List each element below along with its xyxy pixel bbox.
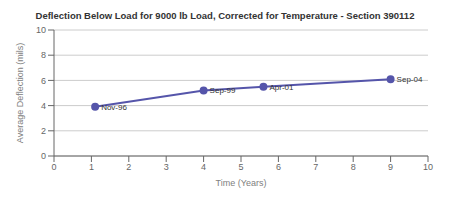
svg-text:0: 0 [51, 162, 56, 172]
svg-text:Apr-01: Apr-01 [269, 83, 294, 92]
svg-text:10: 10 [423, 162, 433, 172]
svg-text:6: 6 [41, 76, 46, 86]
html-text:Deflection Below Load for 9000: Deflection Below Load for 9000 lb Load, … [35, 10, 415, 21]
svg-text:7: 7 [313, 162, 318, 172]
svg-text:4: 4 [41, 101, 46, 111]
svg-text:10: 10 [36, 25, 46, 35]
svg-text:8: 8 [351, 162, 356, 172]
svg-text:Average Deflection (mils): Average Deflection (mils) [15, 43, 25, 143]
svg-text:8: 8 [41, 50, 46, 60]
svg-text:Nov-96: Nov-96 [101, 103, 127, 112]
svg-text:4: 4 [201, 162, 206, 172]
svg-text:0: 0 [41, 151, 46, 161]
svg-text:3: 3 [164, 162, 169, 172]
svg-text:Sep-99: Sep-99 [210, 86, 236, 95]
svg-text:2: 2 [41, 126, 46, 136]
svg-text:9: 9 [388, 162, 393, 172]
svg-text:Time (Years): Time (Years) [216, 178, 267, 188]
svg-text:2: 2 [126, 162, 131, 172]
svg-text:Sep-04: Sep-04 [397, 75, 423, 84]
svg-text:6: 6 [276, 162, 281, 172]
svg-text:1: 1 [89, 162, 94, 172]
svg-text:5: 5 [238, 162, 243, 172]
